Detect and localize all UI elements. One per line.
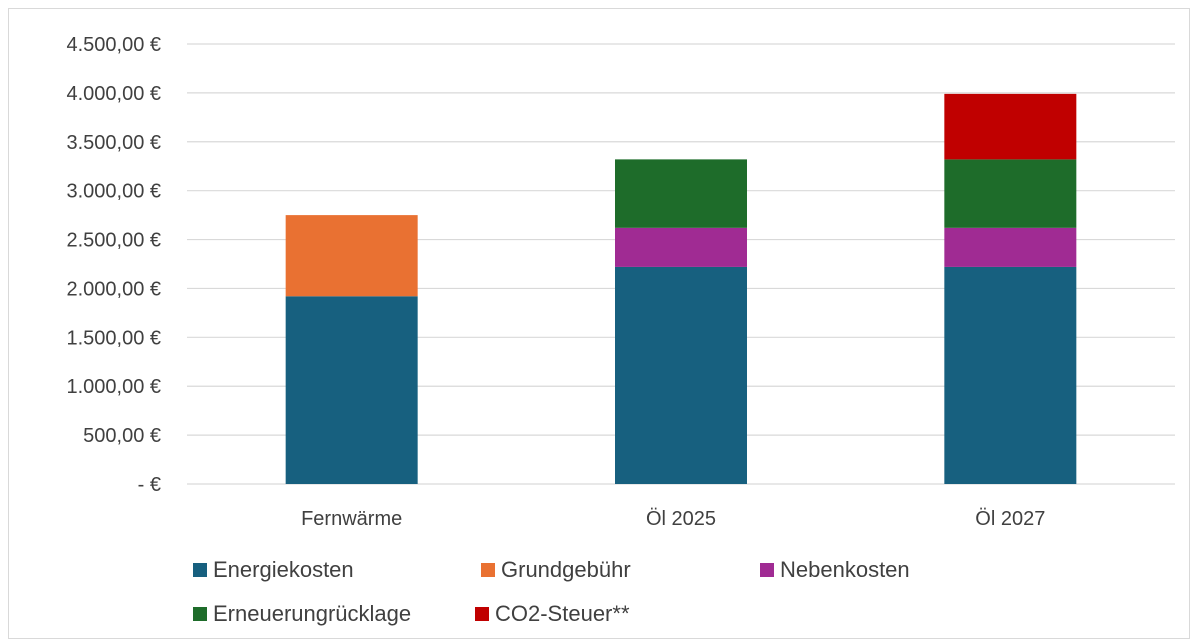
y-tick-label: 4.000,00 € bbox=[66, 83, 161, 105]
y-tick-label: 3.500,00 € bbox=[66, 132, 161, 154]
legend-item-co2-steuer: CO2-Steuer** bbox=[475, 601, 630, 627]
y-tick-label: 2.000,00 € bbox=[66, 278, 161, 300]
bar-energiekosten bbox=[615, 266, 747, 484]
x-tick-label: Fernwärme bbox=[301, 508, 402, 530]
bar-erneuerungr-cklage bbox=[615, 159, 747, 228]
legend-swatch-co2-steuer bbox=[475, 607, 489, 621]
y-tick-label: 1.000,00 € bbox=[66, 376, 161, 398]
bar-energiekosten bbox=[944, 266, 1077, 484]
legend-item-nebenkosten: Nebenkosten bbox=[760, 557, 910, 583]
bar-erneuerungr-cklage bbox=[944, 159, 1077, 228]
legend-label-erneuerungruecklage: Erneuerungrücklage bbox=[213, 601, 412, 626]
legend-item-energiekosten: Energiekosten bbox=[193, 557, 354, 583]
legend-swatch-nebenkosten bbox=[760, 563, 774, 577]
legend-item-grundgebuehr: Grundgebühr bbox=[481, 557, 631, 583]
bar-grundgeb-hr bbox=[285, 215, 418, 297]
legend-swatch-energiekosten bbox=[193, 563, 207, 577]
legend-label-grundgebuehr: Grundgebühr bbox=[501, 557, 631, 582]
legend-label-energiekosten: Energiekosten bbox=[213, 557, 354, 582]
y-tick-label: 1.500,00 € bbox=[66, 327, 161, 349]
x-tick-label: Öl 2027 bbox=[975, 508, 1045, 530]
bar-nebenkosten bbox=[615, 227, 747, 267]
legend-swatch-erneuerungruecklage bbox=[193, 607, 207, 621]
bar-co2-steuer bbox=[944, 93, 1077, 160]
y-tick-label: 3.000,00 € bbox=[66, 181, 161, 203]
legend-label-nebenkosten: Nebenkosten bbox=[780, 557, 910, 582]
bar-energiekosten bbox=[285, 296, 418, 484]
legend-item-erneuerungruecklage: Erneuerungrücklage bbox=[193, 601, 411, 627]
x-tick-label: Öl 2025 bbox=[646, 508, 716, 530]
y-tick-label: 500,00 € bbox=[83, 425, 161, 447]
y-tick-label: 2.500,00 € bbox=[66, 230, 161, 252]
bar-nebenkosten bbox=[944, 227, 1077, 267]
y-tick-label: - € bbox=[138, 474, 161, 496]
legend-label-co2-steuer: CO2-Steuer** bbox=[495, 601, 630, 626]
legend-swatch-grundgebuehr bbox=[481, 563, 495, 577]
y-tick-label: 4.500,00 € bbox=[66, 34, 161, 56]
